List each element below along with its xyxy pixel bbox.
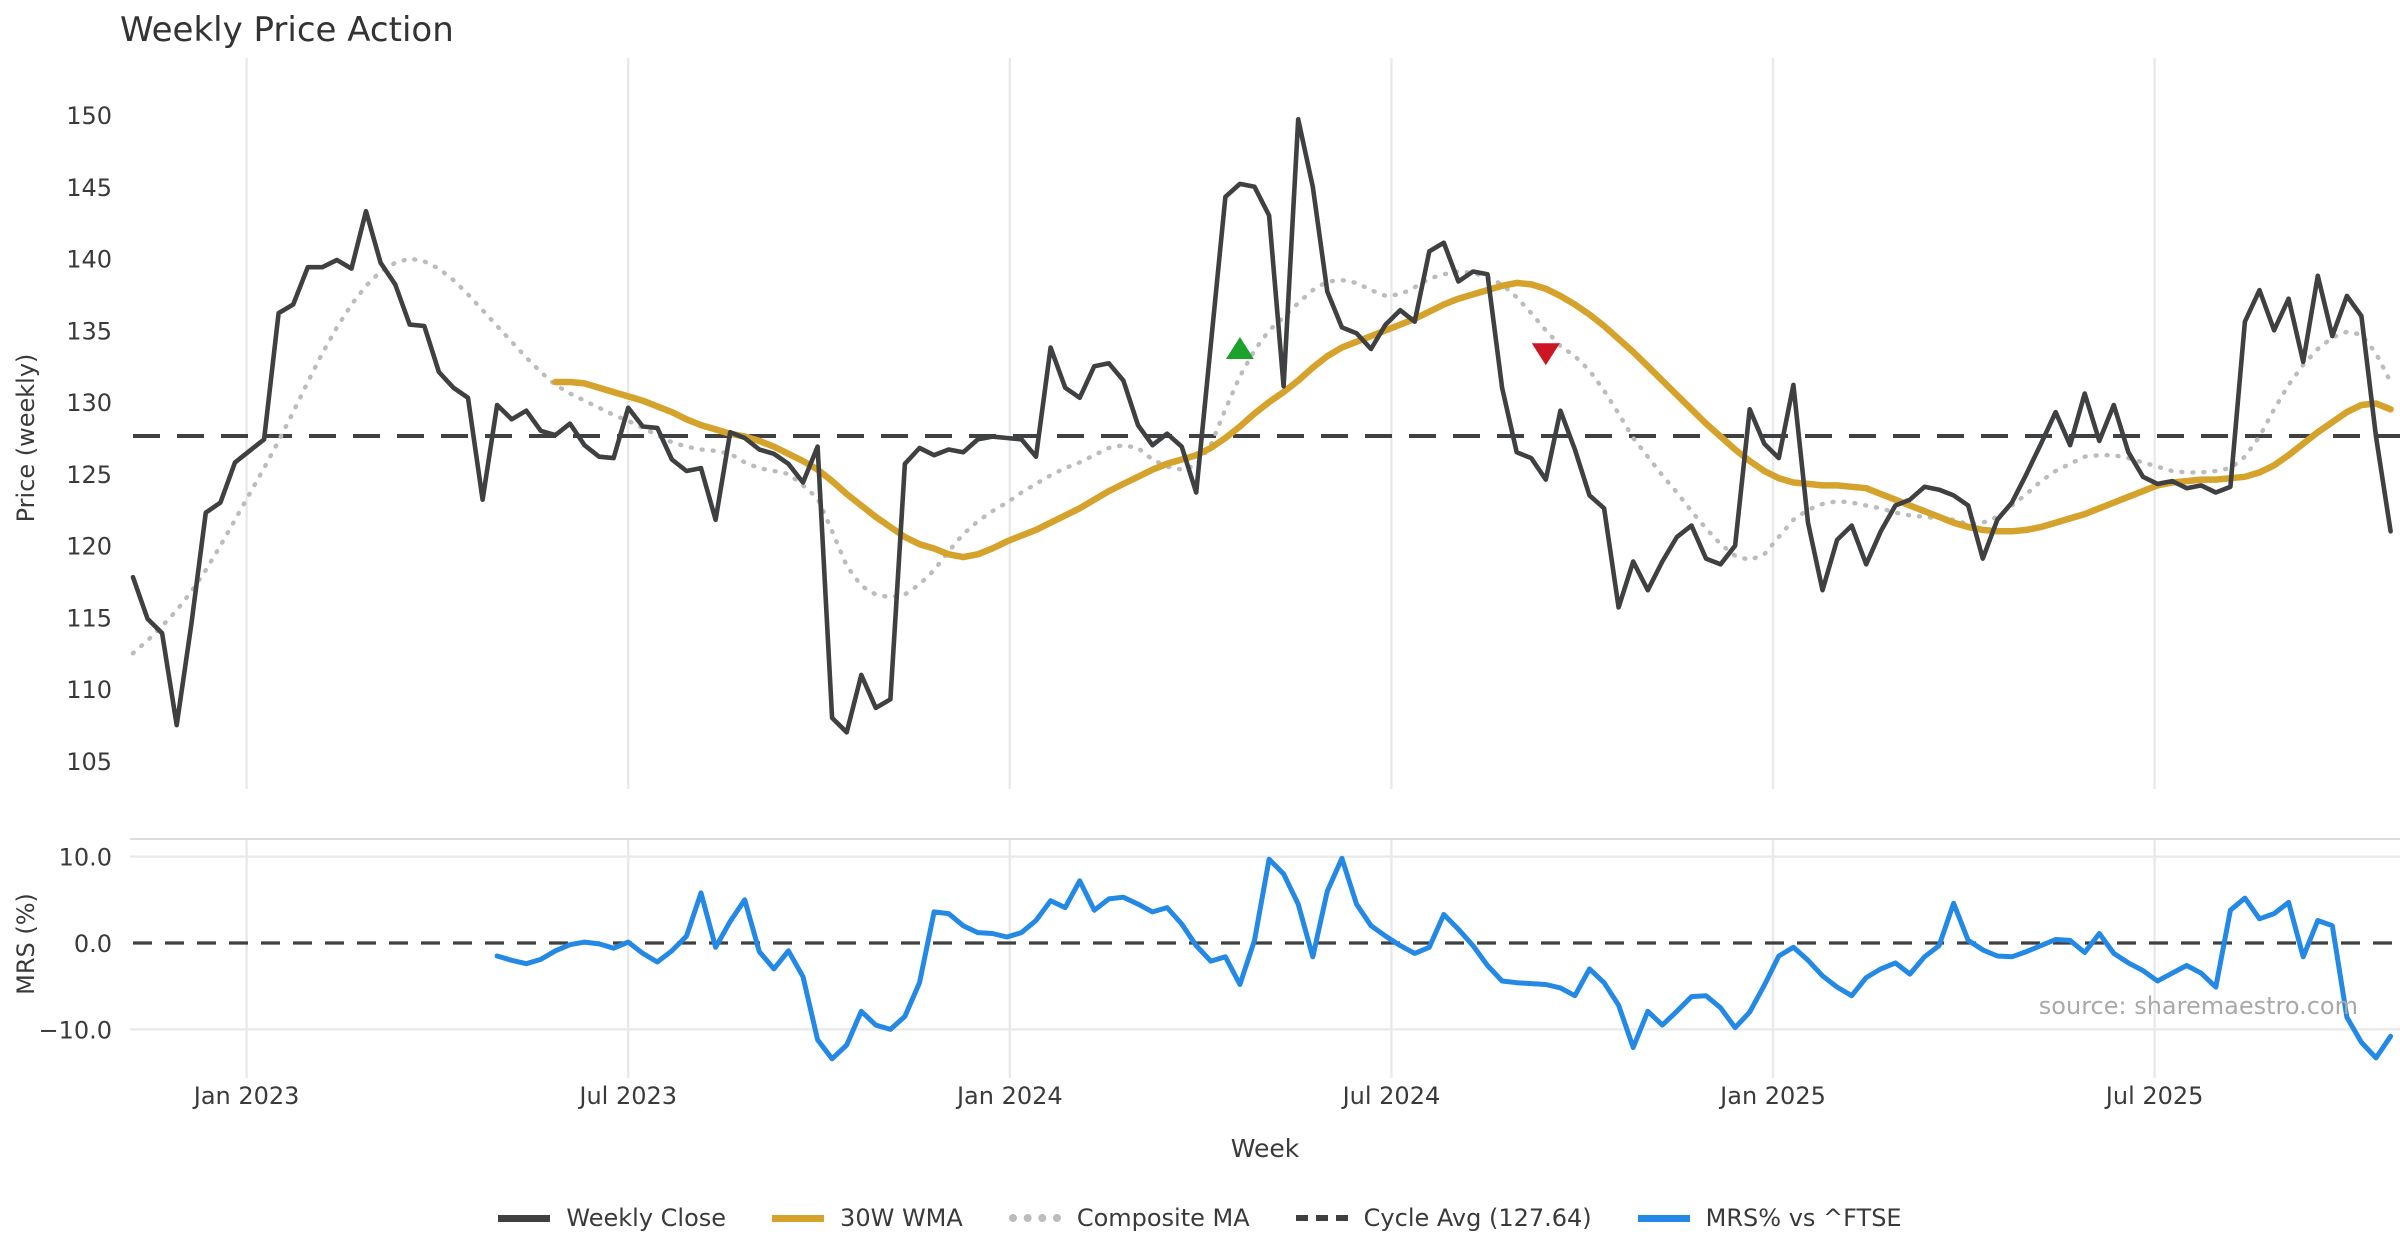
x-tick-label: Jan 2025 (1718, 1082, 1826, 1110)
x-tick-label: Jul 2023 (577, 1082, 677, 1110)
price-tick-label: 140 (66, 246, 112, 274)
x-axis-label: Week (1230, 1134, 1300, 1163)
x-tick-label: Jan 2024 (955, 1082, 1063, 1110)
wma-line (552, 279, 2394, 561)
mrs-line (494, 855, 2394, 1062)
price-tick-label: 135 (66, 317, 112, 345)
legend-item-mrs: MRS% vs ^FTSE (1637, 1204, 1902, 1232)
legend-label: Weekly Close (566, 1204, 727, 1232)
buy-signal-marker-icon (1225, 336, 1254, 359)
price-tick-label: 110 (66, 676, 112, 704)
mrs-tick-label: −10.0 (38, 1016, 112, 1044)
price-tick-label: 120 (66, 533, 112, 561)
mrs-tick-label: 10.0 (59, 844, 112, 872)
composite-ma-swatch-icon (1008, 1214, 1061, 1222)
price-tick-label: 150 (66, 102, 112, 130)
weekly-close-swatch-icon (498, 1214, 551, 1222)
mrs-swatch-icon (1637, 1214, 1690, 1222)
legend-item-30w-wma: 30W WMA (772, 1204, 963, 1232)
gridlines (130, 58, 2400, 1078)
legend-label: 30W WMA (840, 1204, 963, 1232)
cycle-avg-swatch-icon (1295, 1215, 1348, 1221)
chart-series (130, 117, 2400, 1062)
legend-item-weekly-close: Weekly Close (498, 1204, 726, 1232)
legend-label: Composite MA (1076, 1204, 1250, 1232)
x-tick-label: Jul 2024 (1341, 1082, 1441, 1110)
x-tick-label: Jul 2025 (2104, 1082, 2204, 1110)
price-tick-label: 130 (66, 389, 112, 417)
legend-label: MRS% vs ^FTSE (1705, 1204, 1902, 1232)
x-tick-label: Jan 2023 (192, 1082, 300, 1110)
price-tick-label: 125 (66, 461, 112, 489)
sell-signal-marker-icon (1531, 343, 1560, 366)
price-tick-label: 145 (66, 174, 112, 202)
legend-label: Cycle Avg (127.64) (1363, 1204, 1592, 1232)
price-tick-label: 115 (66, 604, 112, 632)
page-title: Weekly Price Action (120, 10, 454, 50)
price-tick-label: 105 (66, 748, 112, 776)
trade-markers (1225, 336, 1560, 366)
legend-item-composite-ma: Composite MA (1008, 1204, 1250, 1232)
wma-swatch-icon (772, 1214, 825, 1222)
source-credit: source: sharemaestro.com (2038, 992, 2358, 1020)
axis-ticks: Jan 2023 Jul 2023 Jan 2024 Jul 2024 Jan 2025… (38, 102, 2203, 1110)
mrs-tick-label: 0.0 (74, 930, 112, 958)
weekly-close-line (130, 117, 2393, 735)
composite-ma-line (130, 256, 2393, 656)
chart-legend: Weekly Close 30W WMA Composite MA Cycle … (0, 1204, 2400, 1232)
legend-item-cycle-avg: Cycle Avg (127.64) (1295, 1204, 1592, 1232)
